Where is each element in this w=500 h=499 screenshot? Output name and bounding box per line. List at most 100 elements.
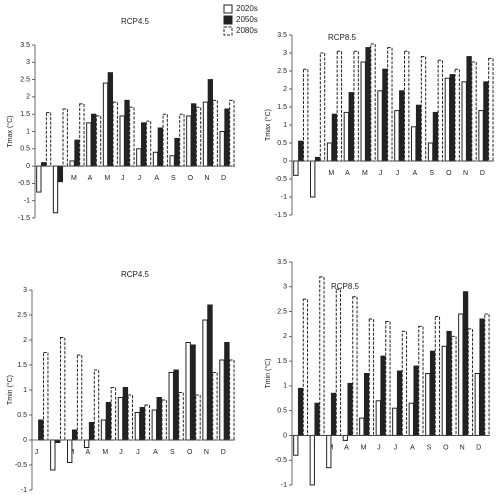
y-tick-label: 1 (283, 122, 287, 129)
bar (202, 101, 209, 167)
bar (434, 316, 441, 436)
bar (343, 111, 350, 162)
x-tick-label: A (344, 444, 349, 451)
bar (179, 113, 185, 167)
y-tick-label: 3.5 (277, 259, 287, 266)
bar (387, 47, 393, 162)
bar (212, 372, 218, 441)
bar (136, 148, 142, 167)
bar (484, 313, 490, 436)
x-tick-label: A (153, 449, 158, 456)
y-tick-label: 2 (26, 94, 30, 101)
y-tick-label: 0.5 (277, 140, 287, 147)
x-tick-label: M (71, 175, 77, 182)
bar (105, 402, 112, 441)
x-tick-label: D (476, 444, 481, 451)
bar (429, 350, 436, 436)
legend-label: 2050s (236, 15, 258, 24)
bar (162, 113, 168, 167)
chart-title: RCP8.5 (331, 282, 360, 291)
legend-label: 2080s (236, 26, 258, 35)
bar (69, 160, 75, 167)
y-tick-label: 0.5 (17, 412, 27, 419)
bar (302, 298, 309, 436)
bar (207, 79, 214, 167)
bar (50, 439, 56, 471)
bar (427, 142, 434, 162)
bar (319, 52, 326, 162)
bar (403, 50, 410, 162)
y-tick-label: 3.5 (277, 32, 287, 39)
bar (314, 156, 321, 162)
x-tick-label: N (460, 444, 465, 451)
bar (365, 47, 371, 162)
bar (331, 113, 338, 162)
y-tick-label: 1.5 (20, 111, 30, 118)
bar (127, 394, 134, 441)
bar (377, 90, 383, 162)
y-tick-label: 3 (283, 50, 287, 57)
x-tick-label: S (170, 449, 175, 456)
bar (347, 382, 353, 436)
bar (112, 101, 118, 167)
bar (392, 407, 398, 436)
bar (474, 373, 480, 436)
bar (145, 120, 152, 167)
bar (219, 131, 225, 167)
bar (178, 392, 184, 441)
legend-swatch (223, 15, 233, 25)
bar (152, 151, 159, 167)
bar (370, 43, 376, 162)
bar (173, 369, 179, 441)
legend-swatch (223, 26, 233, 36)
x-tick-label: A (345, 170, 350, 177)
bar (168, 372, 174, 441)
x-tick-label: A (85, 449, 90, 456)
bar (432, 111, 439, 162)
x-tick-label: A (154, 175, 159, 182)
bar (488, 57, 494, 162)
x-tick-label: M (102, 449, 108, 456)
x-tick-label: O (446, 170, 452, 177)
x-tick-label: S (171, 175, 176, 182)
bar (425, 373, 431, 436)
bar (360, 61, 366, 162)
y-tick-label: 2.5 (20, 76, 30, 83)
y-tick-label: -1.5 (18, 215, 30, 222)
chart-title: RCP4.5 (121, 270, 150, 279)
bar (100, 419, 107, 441)
bar (134, 412, 141, 441)
x-tick-label: A (410, 444, 415, 451)
y-tick-label: -1 (281, 194, 287, 201)
y-tick-label: -1 (21, 487, 27, 494)
bar (151, 409, 158, 441)
bar (212, 99, 218, 167)
y-tick-label: 0 (283, 158, 287, 165)
chart-title: RCP8.5 (328, 33, 357, 42)
y-tick-label: 2 (283, 333, 287, 340)
bar (446, 330, 452, 436)
bar (441, 345, 447, 436)
bar (420, 56, 427, 162)
bar (461, 81, 467, 162)
bar (122, 387, 129, 441)
bar (95, 115, 102, 167)
bar (336, 50, 343, 162)
bar (314, 402, 320, 436)
y-tick-label: 0.5 (20, 146, 30, 153)
x-tick-label: N (463, 170, 468, 177)
bar (319, 276, 325, 436)
bar (293, 160, 299, 176)
bar (375, 400, 381, 436)
bar (88, 422, 95, 441)
bar (348, 92, 354, 162)
bar (156, 397, 162, 441)
bar (335, 288, 342, 436)
bar (83, 439, 90, 448)
bar (444, 77, 451, 162)
y-tick-label: 1 (283, 383, 287, 390)
x-tick-label: D (221, 175, 226, 182)
bar (462, 291, 469, 436)
y-tick-label: -0.5 (275, 176, 287, 183)
bar (169, 155, 175, 167)
